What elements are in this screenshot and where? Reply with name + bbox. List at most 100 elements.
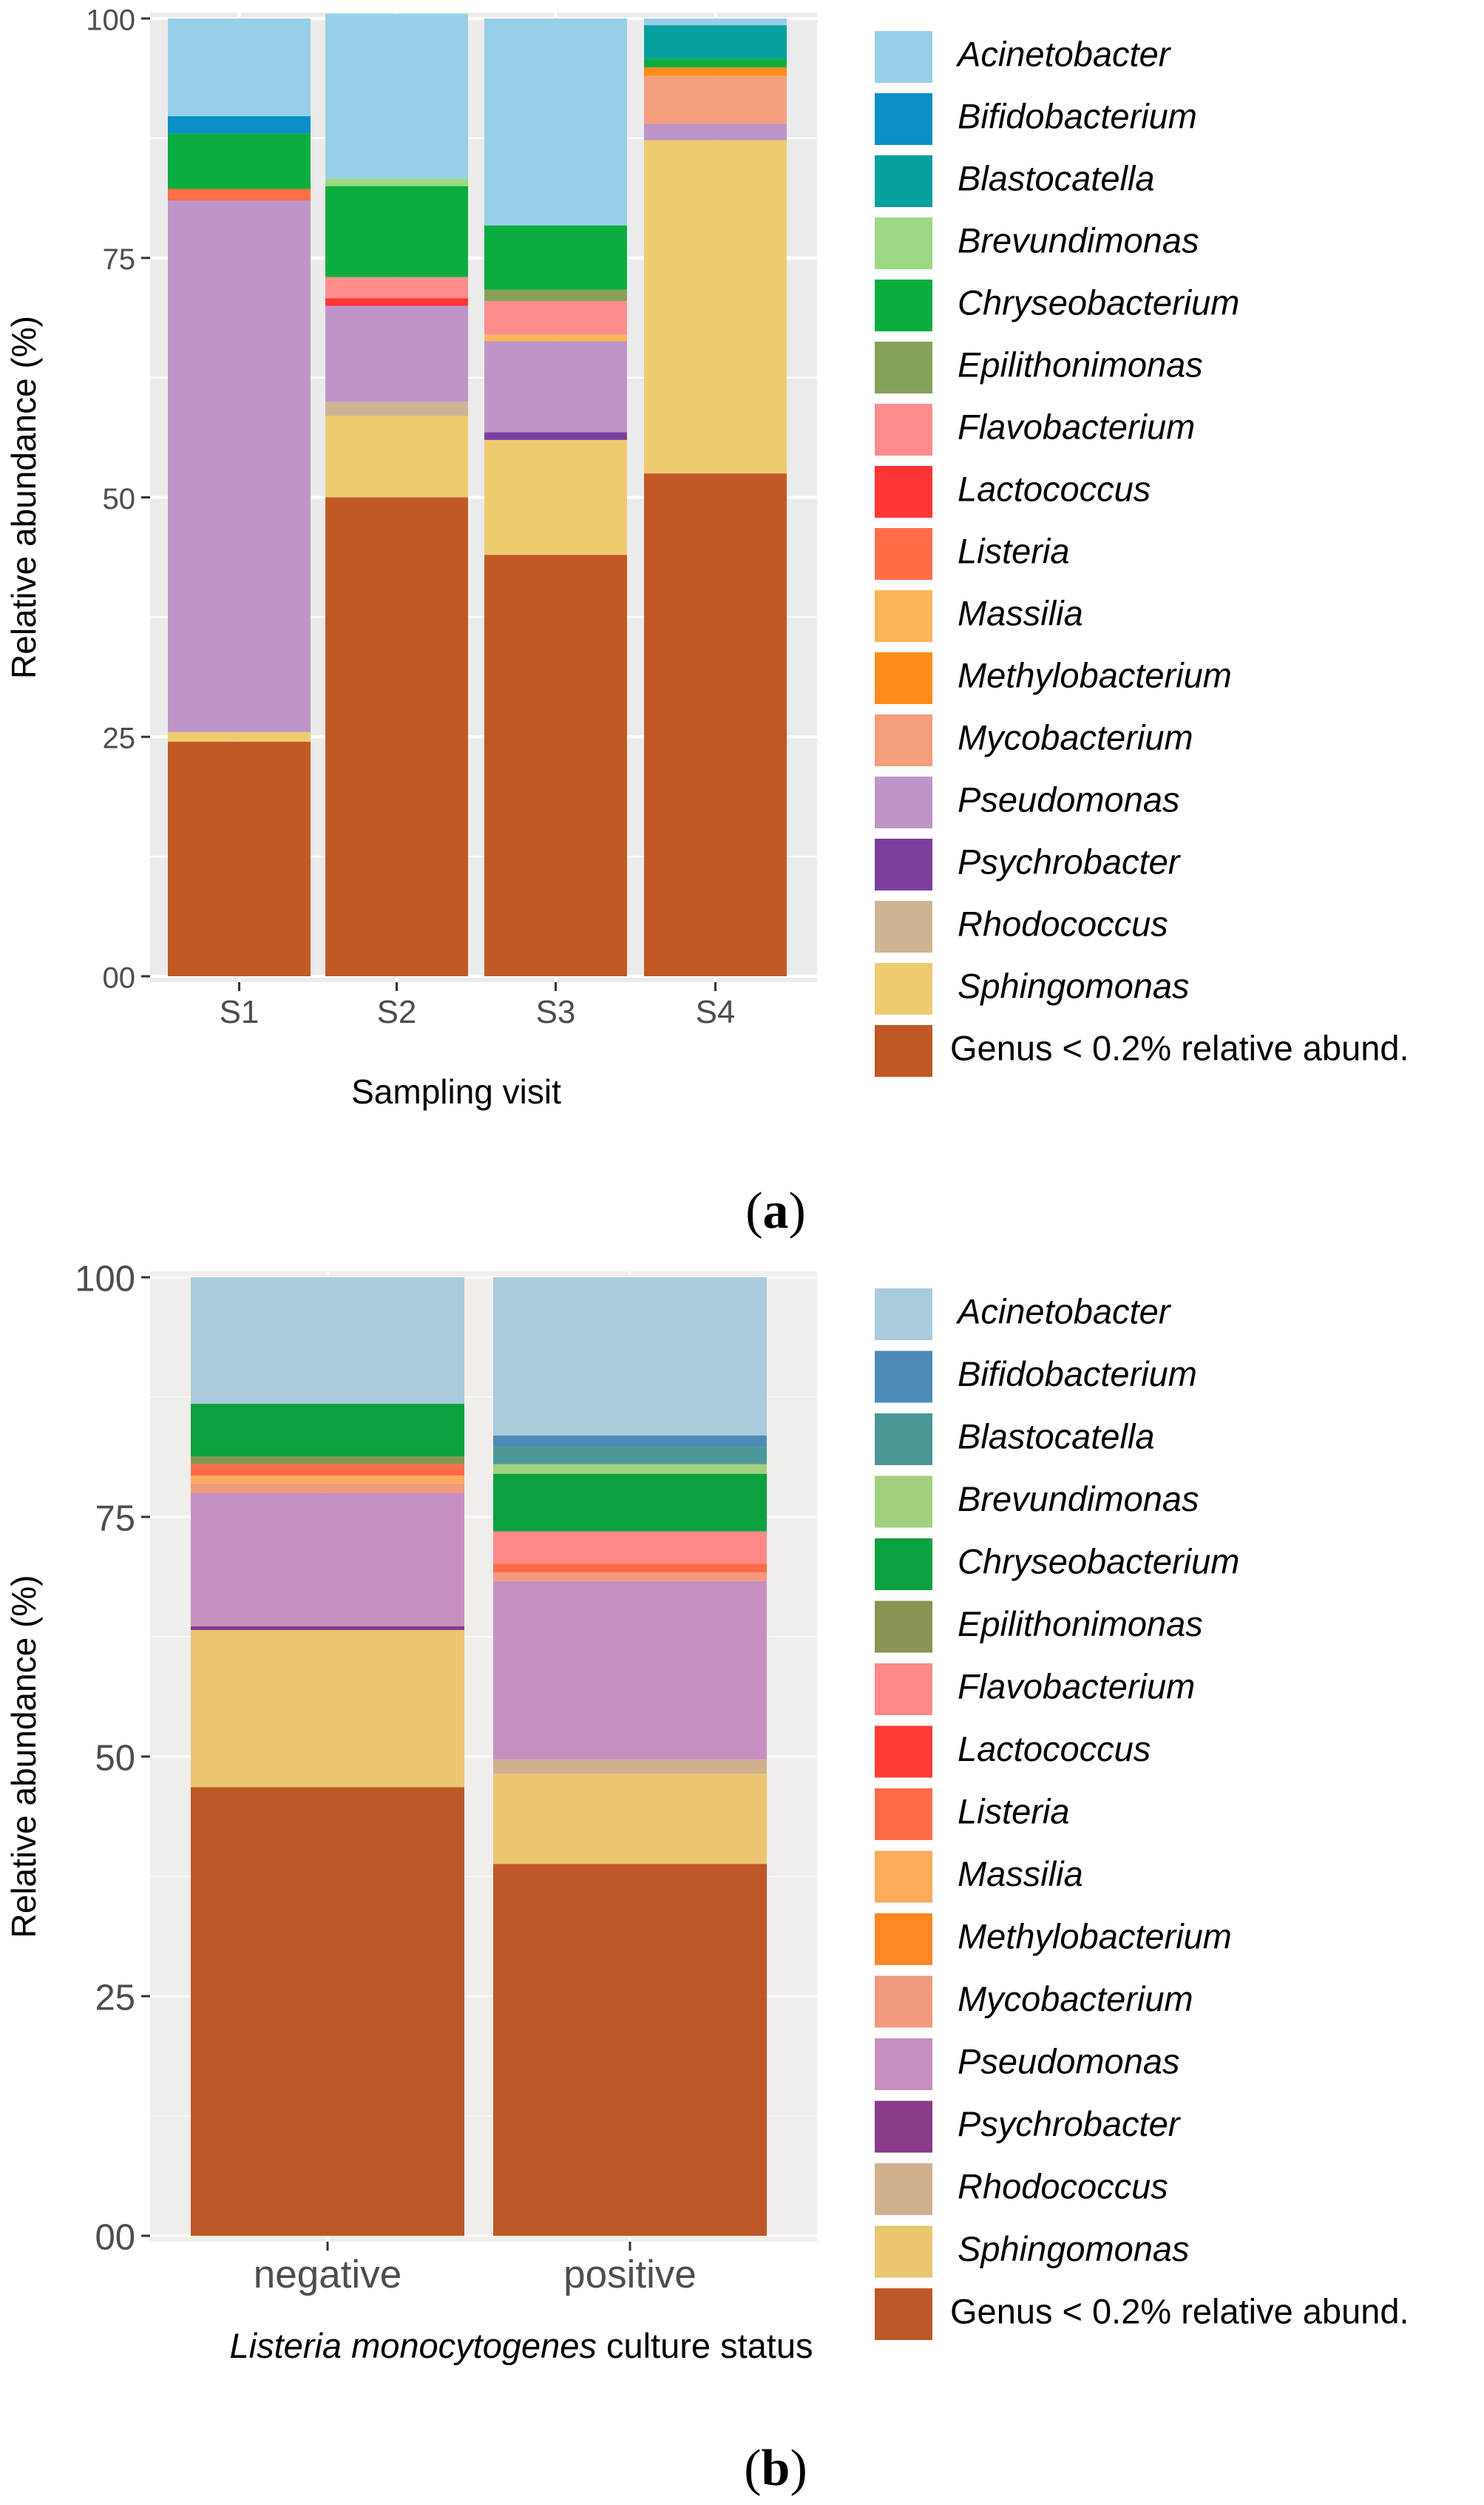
legend-label: Methylobacterium xyxy=(958,1917,1232,1956)
legend-swatch xyxy=(875,963,932,1015)
chart-panel-b: 00 25 50 75 100 negative positive Relative abun… xyxy=(4,1260,1409,2497)
legend-swatch xyxy=(875,280,932,331)
panel-label: (a) xyxy=(745,1183,806,1240)
legend-swatch xyxy=(875,1913,932,1965)
legend-swatch xyxy=(875,342,932,393)
y-tick-label: 100 xyxy=(86,4,135,36)
bar-segment-positive-bifidobacterium xyxy=(493,1435,767,1447)
x-tick-label: S3 xyxy=(536,994,576,1030)
legend-label: Psychrobacter xyxy=(958,842,1182,882)
legend-swatch xyxy=(875,1350,932,1403)
bar-segment-s3-massilia xyxy=(484,334,627,342)
bar-segment-s4-sphingomonas xyxy=(644,140,787,474)
bar-segment-s2-rhodococcus xyxy=(325,402,468,416)
legend-label: Bifidobacterium xyxy=(958,97,1197,136)
legend-swatch xyxy=(875,1788,932,1840)
bar-segment-s3-flavobacterium xyxy=(484,301,627,335)
legend-swatch xyxy=(875,31,932,83)
x-axis-title: Listeria monocytogenes culture status xyxy=(230,2326,813,2365)
legend-swatch xyxy=(875,93,932,145)
legend-swatch xyxy=(875,1538,932,1590)
bar-segment-s1-listeria xyxy=(168,189,311,201)
legend-swatch xyxy=(875,901,932,953)
y-tick-label: 50 xyxy=(95,1739,135,1779)
bar-segment-positive-flavobacterium xyxy=(493,1531,767,1564)
legend-swatch xyxy=(875,777,932,828)
bar-segment-s2-flavobacterium xyxy=(325,277,468,299)
bar-segment-s3-epilithonimonas xyxy=(484,289,627,302)
bar-segment-positive-listeria xyxy=(493,1563,767,1573)
bar-segment-s2-acinetobacter xyxy=(325,13,468,179)
y-tick-label: 100 xyxy=(75,1260,135,1299)
bar-segment-negative-pseudomonas xyxy=(191,1492,464,1626)
bar-segment-positive-genus-0-2-relative-abund xyxy=(493,1864,767,2236)
legend-label: Bifidobacterium xyxy=(958,1354,1197,1393)
legend-swatch xyxy=(875,155,932,207)
bar-segment-s3-acinetobacter xyxy=(484,18,627,226)
chart-panel-a: 00 25 50 75 100 S1 S2 S3 S4 Relative abundance (%… xyxy=(4,4,1409,1240)
bar-segment-s1-acinetobacter xyxy=(168,18,311,117)
x-tick-label: positive xyxy=(563,2253,697,2296)
bar-segment-negative-listeria xyxy=(191,1464,464,1476)
bar-segment-positive-rhodococcus xyxy=(493,1759,767,1774)
legend-label: Flavobacterium xyxy=(958,408,1195,447)
y-axis-title: Relative abundance (%) xyxy=(4,316,43,679)
y-tick-label: 75 xyxy=(103,243,136,276)
bar-segment-s2-lactococcus xyxy=(325,298,468,306)
legend-label: Chryseobacterium xyxy=(958,283,1239,322)
bar-segment-s1-chryseobacterium xyxy=(168,133,311,189)
legend-label: Genus < 0.2% relative abund. xyxy=(950,1029,1409,1068)
bar-segment-s3-psychrobacter xyxy=(484,432,627,440)
legend-swatch xyxy=(875,714,932,766)
legend-swatch xyxy=(875,1663,932,1715)
legend-label: Brevundimonas xyxy=(958,221,1199,260)
x-tick-label: S4 xyxy=(696,994,736,1030)
legend-label: Massilia xyxy=(958,594,1083,633)
legend-swatch xyxy=(875,839,932,890)
legend-swatch xyxy=(875,528,932,580)
bar-segment-s3-pseudomonas xyxy=(484,341,627,433)
legend-label: Listeria xyxy=(958,532,1070,571)
y-tick-label: 00 xyxy=(103,961,136,994)
x-tick-label: negative xyxy=(254,2253,402,2296)
legend-swatch xyxy=(875,2038,932,2090)
bar-segment-s1-bifidobacterium xyxy=(168,116,311,134)
bar-segment-s2-genus-0-2-relative-abund xyxy=(325,497,468,976)
bar-segment-positive-chryseobacterium xyxy=(493,1473,767,1532)
legend-swatch xyxy=(875,590,932,642)
bar-segment-positive-pseudomonas xyxy=(493,1581,767,1759)
bar-segment-negative-epilithonimonas xyxy=(191,1456,464,1464)
bar-segment-negative-sphingomonas xyxy=(191,1629,464,1788)
legend-label: Methylobacterium xyxy=(958,656,1232,695)
legend-label: Lactococcus xyxy=(958,470,1151,509)
legend-swatch xyxy=(875,2225,932,2278)
bar-segment-positive-acinetobacter xyxy=(493,1277,767,1436)
x-tick-label: S1 xyxy=(220,994,260,1030)
legend-label: Chryseobacterium xyxy=(958,1542,1239,1581)
y-tick-label: 25 xyxy=(103,723,136,755)
legend-label: Sphingomonas xyxy=(958,2229,1190,2268)
legend-swatch xyxy=(875,2288,932,2340)
y-tick-label: 25 xyxy=(95,1978,135,2018)
bar-segment-s4-mycobacterium xyxy=(644,75,787,124)
bar-segment-s2-chryseobacterium xyxy=(325,186,468,277)
legend-label: Sphingomonas xyxy=(958,967,1190,1006)
legend-swatch xyxy=(875,1850,932,1903)
legend-swatch xyxy=(875,1600,932,1653)
legend-label: Mycobacterium xyxy=(958,1979,1193,2018)
legend-swatch xyxy=(875,1025,932,1077)
bar-segment-s2-pseudomonas xyxy=(325,305,468,402)
bar-segment-negative-mycobacterium xyxy=(191,1483,464,1493)
legend-label: Lactococcus xyxy=(958,1729,1151,1768)
bar-segment-positive-brevundimonas xyxy=(493,1464,767,1474)
bar-segment-s4-blastocatella xyxy=(644,25,787,59)
legend-label: Brevundimonas xyxy=(958,1479,1199,1518)
bar-segment-s1-sphingomonas xyxy=(168,731,311,742)
bar-segment-s1-pseudomonas xyxy=(168,200,311,732)
legend-label: Blastocatella xyxy=(958,159,1155,198)
bar-segment-s3-chryseobacterium xyxy=(484,225,627,290)
legend-swatch xyxy=(875,217,932,269)
bar-segment-positive-sphingomonas xyxy=(493,1774,767,1865)
legend-label: Pseudomonas xyxy=(958,780,1179,819)
legend-swatch xyxy=(875,1413,932,1465)
